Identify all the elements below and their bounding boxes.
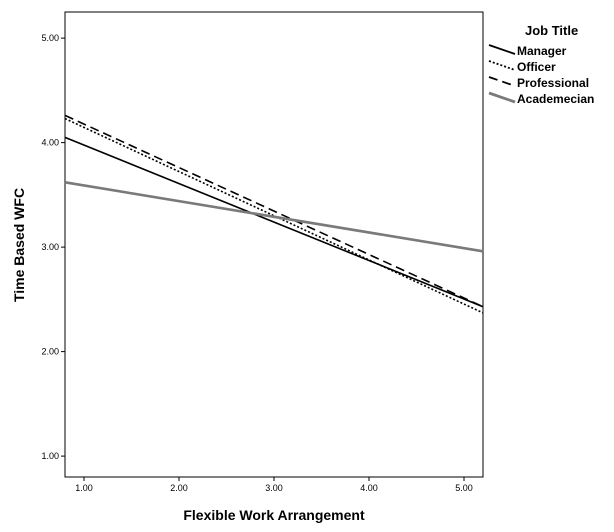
legend-swatch-manager	[488, 44, 516, 55]
legend-swatch-officer	[488, 60, 516, 71]
y-tick-label: 2.00	[41, 347, 59, 357]
x-tick-label: 5.00	[455, 483, 473, 493]
legend-swatch-academecian	[488, 91, 516, 104]
y-tick-label: 5.00	[41, 33, 59, 43]
legend-swatch-professional	[488, 76, 516, 87]
x-tick-label: 1.00	[75, 483, 93, 493]
y-tick-label: 4.00	[41, 138, 59, 148]
y-tick-label: 3.00	[41, 242, 59, 252]
legend: Manager Officer Professional Academecian	[488, 44, 594, 106]
legend-label-officer: Officer	[517, 60, 556, 74]
plot-frame	[64, 11, 484, 478]
series-line-officer	[64, 117, 484, 314]
series-lines	[64, 114, 484, 314]
legend-label-manager: Manager	[517, 44, 567, 58]
legend-label-professional: Professional	[517, 76, 589, 90]
y-axis-title: Time Based WFC	[11, 188, 27, 302]
x-axis-title: Flexible Work Arrangement	[183, 507, 365, 523]
x-tick-label: 2.00	[170, 483, 188, 493]
x-tick-label: 4.00	[360, 483, 378, 493]
x-tick-label: 3.00	[265, 483, 283, 493]
x-axis-ticks: 1.00 2.00 3.00 4.00 5.00	[75, 477, 473, 493]
legend-label-academecian: Academecian	[517, 92, 594, 106]
y-tick-label: 1.00	[41, 451, 59, 461]
series-line-manager	[64, 136, 484, 308]
y-axis-ticks: 1.00 2.00 3.00 4.00 5.00	[41, 33, 65, 461]
legend-title: Job Title	[525, 23, 578, 38]
series-line-professional	[64, 114, 484, 308]
series-line-academecian	[64, 181, 484, 253]
